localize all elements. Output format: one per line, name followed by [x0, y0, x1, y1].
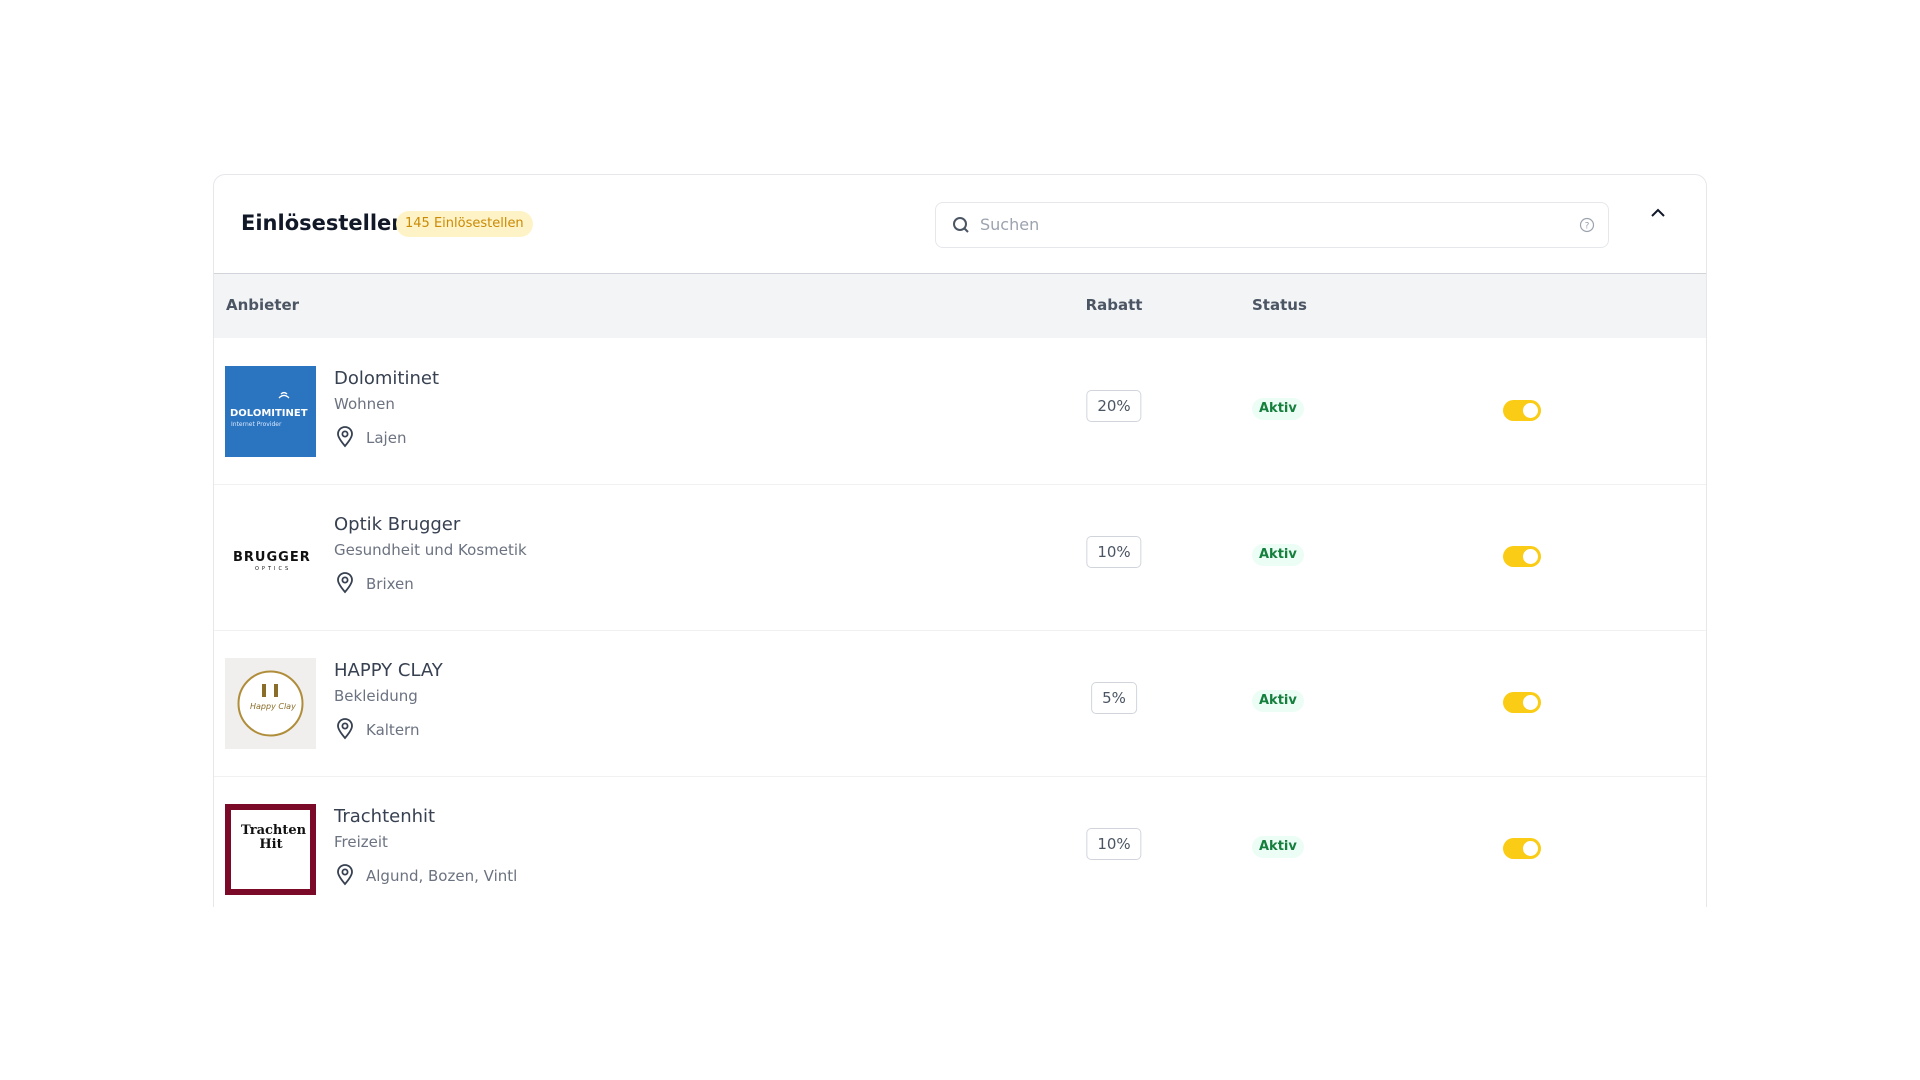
provider-logo: DOLOMITINET Internet Provider — [225, 366, 316, 457]
logo-text: Trachten Hit — [241, 823, 307, 852]
location-icon — [335, 572, 355, 598]
provider-location: Algund, Bozen, Vintl — [366, 867, 518, 885]
count-badge: 145 Einlösestellen — [396, 211, 533, 237]
provider-logo: Happy Clay — [225, 658, 316, 749]
divider — [214, 273, 1706, 274]
active-toggle[interactable] — [1503, 692, 1541, 713]
provider-name: Trachtenhit — [334, 806, 436, 827]
search-icon — [953, 217, 969, 233]
provider-logo: Trachten Hit — [225, 804, 316, 895]
status-badge: Aktiv — [1252, 398, 1304, 420]
discount-badge: 10% — [1086, 828, 1142, 860]
discount-badge: 10% — [1086, 536, 1142, 568]
table-row: DOLOMITINET Internet Provider Dolomitinet W… — [214, 338, 1706, 485]
column-header: Rabatt — [1085, 296, 1143, 314]
collapse-button[interactable] — [1648, 203, 1668, 223]
provider-location: Kaltern — [366, 721, 420, 739]
logo-text: DOLOMITINET — [230, 408, 308, 419]
card: Einlösestellen 145 Einlösestellen Suchen… — [213, 174, 1707, 907]
provider-category: Freizeit — [334, 833, 388, 851]
active-toggle[interactable] — [1503, 400, 1541, 421]
svg-text:?: ? — [1585, 222, 1590, 232]
provider-name: Optik Brugger — [334, 514, 461, 535]
status-badge: Aktiv — [1252, 690, 1304, 712]
table-row: Happy Clay HAPPY CLAY Bekleidung Kaltern 5% A… — [214, 630, 1706, 777]
provider-category: Gesundheit und Kosmetik — [334, 541, 527, 559]
location-icon — [335, 718, 355, 744]
provider-category: Wohnen — [334, 395, 395, 413]
status-badge: Aktiv — [1252, 544, 1304, 566]
column-header: Anbieter — [226, 296, 300, 314]
provider-name: Dolomitinet — [334, 368, 440, 389]
table-row: BRUGGER OPTICS Optik Brugger Gesundheit und… — [214, 484, 1706, 631]
discount-badge: 20% — [1086, 390, 1142, 422]
discount-badge: 5% — [1091, 682, 1137, 714]
search-placeholder: Suchen — [980, 215, 1040, 234]
help-icon[interactable]: ? — [1579, 217, 1595, 233]
table-row: Trachten Hit Trachtenhit Freizeit Algund, B… — [214, 776, 1706, 907]
logo-text: Happy Clay — [250, 702, 296, 711]
active-toggle[interactable] — [1503, 838, 1541, 859]
location-icon — [335, 864, 355, 890]
provider-location: Lajen — [366, 429, 407, 447]
provider-name: HAPPY CLAY — [334, 660, 443, 681]
provider-category: Bekleidung — [334, 687, 418, 705]
status-badge: Aktiv — [1252, 836, 1304, 858]
logo-text: BRUGGER — [233, 550, 311, 565]
location-icon — [335, 426, 355, 452]
active-toggle[interactable] — [1503, 546, 1541, 567]
table-header: Anbieter Rabatt Status — [214, 274, 1706, 338]
provider-location: Brixen — [366, 575, 414, 593]
logo-text: Internet Provider — [231, 421, 282, 428]
provider-logo: BRUGGER OPTICS — [225, 512, 316, 603]
title: Einlösestellen — [241, 211, 407, 235]
search-box[interactable]: Suchen ? — [935, 202, 1609, 248]
logo-text: OPTICS — [255, 566, 292, 572]
column-header: Status — [1252, 296, 1307, 314]
